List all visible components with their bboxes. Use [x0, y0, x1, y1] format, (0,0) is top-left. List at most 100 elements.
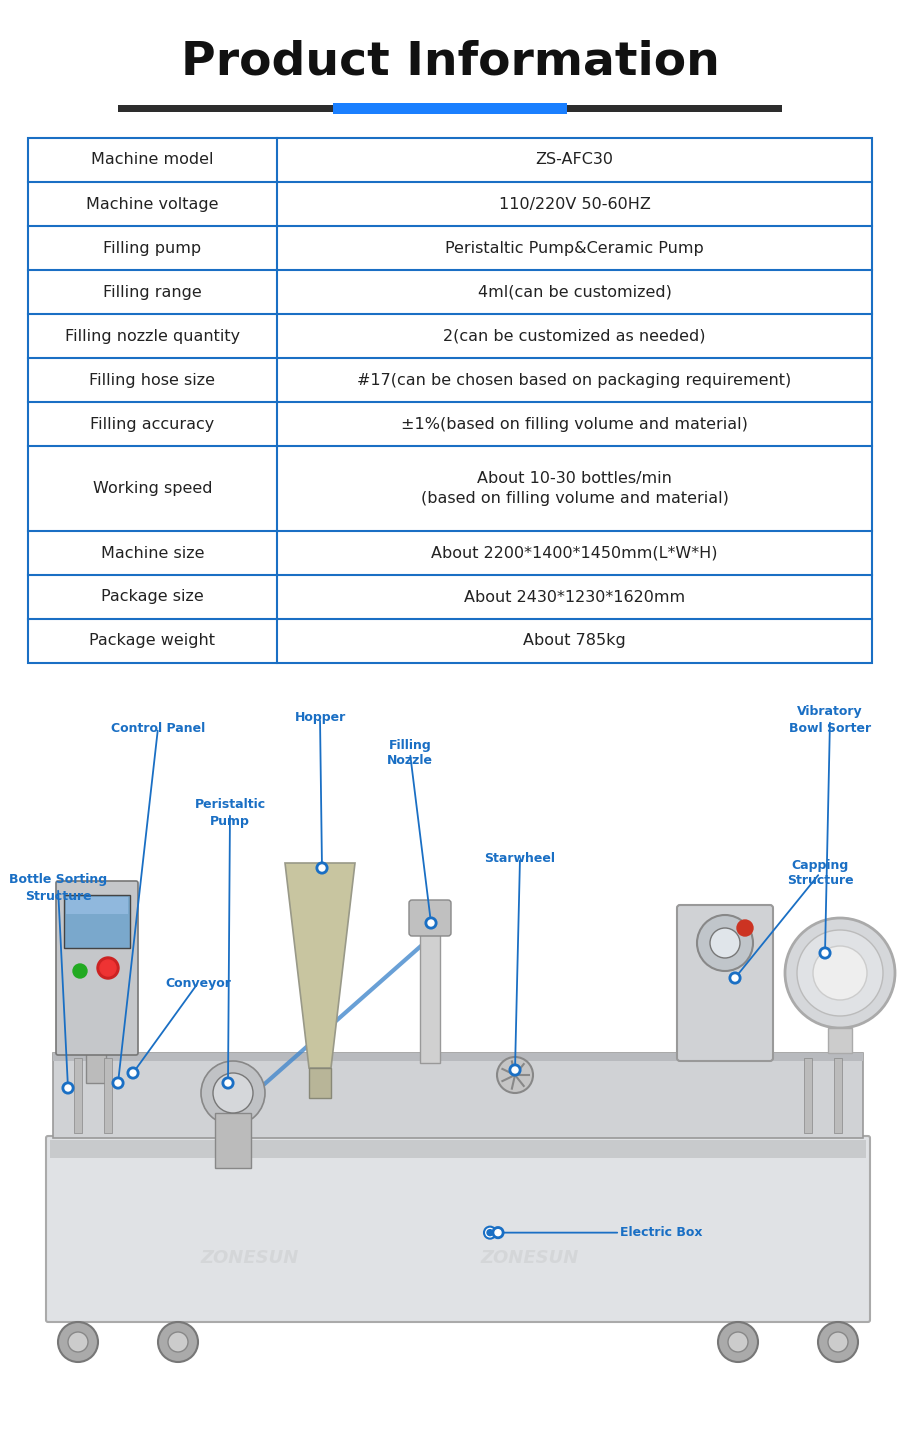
Text: Package size: Package size [101, 590, 204, 604]
Text: Filling accuracy: Filling accuracy [90, 416, 214, 432]
Bar [28, 137, 872, 663]
Circle shape [492, 1228, 503, 1238]
Bar [104, 1058, 112, 1133]
Circle shape [97, 957, 119, 979]
Circle shape [828, 1332, 848, 1352]
FancyBboxPatch shape [677, 904, 773, 1060]
Text: #17(can be chosen based on packaging requirement): #17(can be chosen based on packaging req… [357, 372, 792, 388]
Circle shape [115, 1080, 121, 1086]
Bar [333, 103, 567, 113]
Circle shape [495, 1229, 501, 1235]
Circle shape [201, 1060, 265, 1125]
Text: Control Panel: Control Panel [111, 721, 205, 734]
FancyBboxPatch shape [409, 900, 451, 936]
Circle shape [737, 920, 753, 936]
Text: ZS-AFC30: ZS-AFC30 [536, 153, 614, 167]
Bar [828, 1027, 852, 1053]
Circle shape [497, 1058, 533, 1093]
Text: Filling hose size: Filling hose size [89, 372, 215, 388]
Bar [86, 1053, 106, 1083]
Bar [18, 698, 882, 1415]
Bar [420, 919, 440, 1063]
Circle shape [484, 1226, 496, 1239]
Text: 4ml(can be customized): 4ml(can be customized) [478, 285, 671, 299]
Circle shape [317, 863, 328, 873]
Circle shape [797, 930, 883, 1016]
Text: 110/220V 50-60HZ: 110/220V 50-60HZ [499, 196, 651, 212]
Circle shape [65, 1085, 71, 1090]
Bar [66, 897, 128, 914]
Circle shape [785, 919, 895, 1027]
Circle shape [168, 1332, 188, 1352]
Text: Electric Box: Electric Box [620, 1226, 703, 1239]
Circle shape [732, 975, 738, 982]
Text: Machine model: Machine model [91, 153, 213, 167]
Circle shape [130, 1070, 136, 1076]
Bar [567, 104, 782, 112]
Circle shape [710, 927, 740, 957]
Bar [53, 1053, 863, 1060]
Circle shape [818, 1322, 858, 1362]
Bar [50, 1141, 866, 1158]
Text: Machine size: Machine size [101, 545, 204, 561]
Text: Conveyor: Conveyor [165, 976, 231, 989]
FancyBboxPatch shape [53, 1053, 863, 1138]
Circle shape [512, 1068, 518, 1073]
Circle shape [158, 1322, 198, 1362]
Text: 2(can be customized as needed): 2(can be customized as needed) [443, 329, 706, 343]
Text: Vibratory
Bowl Sorter: Vibratory Bowl Sorter [789, 705, 871, 734]
Text: About 785kg: About 785kg [523, 634, 626, 648]
Circle shape [68, 1332, 88, 1352]
Circle shape [822, 950, 828, 956]
Circle shape [813, 946, 867, 1000]
Text: ±1%(based on filling volume and material): ±1%(based on filling volume and material… [401, 416, 748, 432]
Text: Starwheel: Starwheel [484, 851, 555, 864]
Text: About 2200*1400*1450mm(L*W*H): About 2200*1400*1450mm(L*W*H) [431, 545, 717, 561]
Text: Peristaltic
Pump: Peristaltic Pump [194, 798, 266, 827]
FancyBboxPatch shape [46, 1136, 870, 1322]
Circle shape [426, 917, 436, 929]
Bar [804, 1058, 812, 1133]
Bar [118, 104, 333, 112]
Text: ZONESUN: ZONESUN [481, 1249, 580, 1266]
Circle shape [728, 1332, 748, 1352]
Circle shape [62, 1082, 74, 1093]
Text: Capping
Structure: Capping Structure [787, 859, 853, 887]
Text: About 10-30 bottles/min
(based on filling volume and material): About 10-30 bottles/min (based on fillin… [420, 471, 728, 507]
Circle shape [58, 1322, 98, 1362]
Text: Product Information: Product Information [181, 40, 719, 84]
Circle shape [112, 1078, 123, 1089]
Text: Package weight: Package weight [89, 634, 215, 648]
Circle shape [213, 1073, 253, 1113]
Text: Filling range: Filling range [104, 285, 202, 299]
Circle shape [73, 964, 87, 977]
Bar [834, 1058, 842, 1133]
Circle shape [487, 1229, 493, 1235]
Text: About 2430*1230*1620mm: About 2430*1230*1620mm [464, 590, 685, 604]
Text: Machine voltage: Machine voltage [86, 196, 219, 212]
Polygon shape [285, 863, 355, 1068]
Circle shape [100, 960, 116, 976]
Circle shape [718, 1322, 758, 1362]
Text: Peristaltic Pump&Ceramic Pump: Peristaltic Pump&Ceramic Pump [446, 240, 704, 256]
Circle shape [509, 1065, 520, 1076]
Bar [215, 1113, 251, 1168]
Circle shape [319, 864, 325, 871]
Circle shape [428, 920, 434, 926]
Text: Working speed: Working speed [93, 481, 212, 497]
Bar [64, 894, 130, 947]
Text: Hopper: Hopper [294, 711, 346, 724]
Circle shape [730, 973, 741, 983]
Text: Filling
Nozzle: Filling Nozzle [387, 738, 433, 767]
Text: ZONESUN: ZONESUN [201, 1249, 299, 1266]
Circle shape [820, 947, 831, 959]
Text: Filling pump: Filling pump [104, 240, 202, 256]
Circle shape [128, 1068, 139, 1079]
Bar [74, 1058, 82, 1133]
Bar [309, 1068, 331, 1098]
Circle shape [697, 914, 753, 972]
Circle shape [222, 1078, 233, 1089]
Circle shape [225, 1080, 231, 1086]
Text: Bottle Sorting
Structure: Bottle Sorting Structure [9, 873, 107, 903]
FancyBboxPatch shape [56, 881, 138, 1055]
